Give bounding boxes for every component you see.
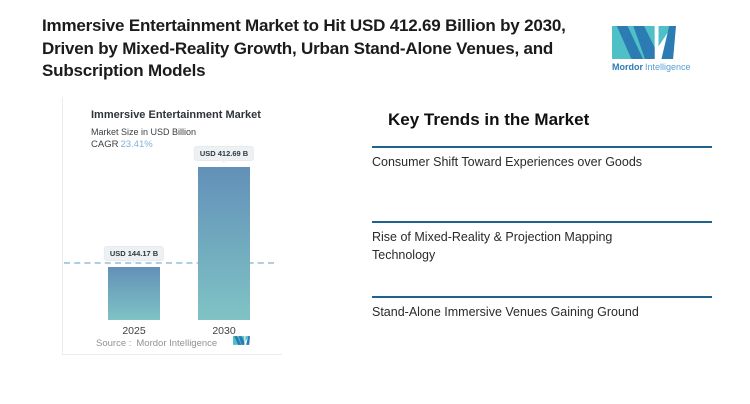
trend-label-3: Stand-Alone Immersive Venues Gaining Gro…	[372, 305, 639, 319]
trend-label-1: Consumer Shift Toward Experiences over G…	[372, 155, 643, 169]
brand-name-bold: Mordor	[612, 62, 643, 72]
mini-brand-logo-icon	[233, 336, 250, 345]
brand-name-light: Intelligence	[645, 62, 691, 72]
trend-item-3: Stand-Alone Immersive Venues Gaining Gro…	[372, 296, 712, 321]
chart-source: Source : Mordor Intelligence	[96, 338, 217, 349]
page-title: Immersive Entertainment Market to Hit US…	[42, 15, 642, 83]
chart-cagr: CAGR 23.41%	[91, 139, 153, 150]
source-value: Mordor Intelligence	[136, 338, 218, 349]
chart-title: Immersive Entertainment Market	[91, 109, 261, 121]
trend-label-2: Rise of Mixed-Reality & Projection Mappi…	[372, 230, 613, 262]
trend-divider	[372, 146, 712, 148]
baseline-dashed-line	[64, 262, 274, 264]
trends-heading: Key Trends in the Market	[388, 110, 590, 129]
trend-item-2: Rise of Mixed-Reality & Projection Mappi…	[372, 221, 712, 264]
value-label-2030: USD 412.69 B	[193, 146, 255, 163]
cagr-value: 23.41%	[120, 139, 153, 150]
brand-logo: Mordor Intelligence	[612, 26, 702, 72]
brand-name: Mordor Intelligence	[612, 62, 702, 72]
x-axis-label-2030: 2030	[212, 325, 236, 337]
headline-line-3: Subscription Models	[42, 61, 206, 80]
chart-subtitle: Market Size in USD Billion	[91, 127, 197, 137]
trend-divider	[372, 296, 712, 298]
trend-item-1: Consumer Shift Toward Experiences over G…	[372, 146, 712, 171]
bar-2030	[198, 167, 250, 320]
trend-divider	[372, 221, 712, 223]
market-chart-card: Immersive Entertainment Market Market Si…	[62, 97, 282, 355]
mordor-intelligence-logo-icon	[612, 26, 676, 59]
bar-chart-plot: USD 144.17 B USD 412.69 B 2025 2030	[63, 146, 282, 337]
bar-2025	[108, 267, 160, 320]
source-label: Source :	[96, 338, 132, 349]
x-axis-label-2025: 2025	[122, 325, 146, 337]
cagr-label: CAGR	[91, 139, 119, 150]
value-label-2025: USD 144.17 B	[103, 246, 165, 263]
headline-line-1: Immersive Entertainment Market to Hit US…	[42, 16, 566, 35]
headline-line-2: Driven by Mixed-Reality Growth, Urban St…	[42, 38, 554, 58]
